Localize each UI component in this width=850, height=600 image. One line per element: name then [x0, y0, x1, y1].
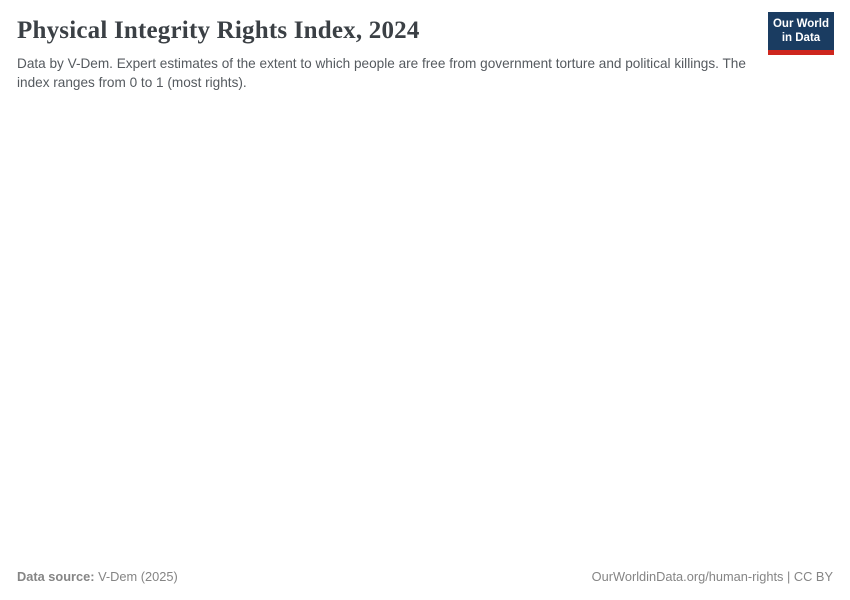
- footer-url-license-link[interactable]: OurWorldinData.org/human-rights | CC BY: [591, 569, 833, 585]
- chart-plot-area-empty: [0, 100, 850, 560]
- owid-logo: Our World in Data: [768, 12, 834, 55]
- data-source-note: Data source: V-Dem (2025): [17, 569, 178, 585]
- chart-header: Physical Integrity Rights Index, 2024 Da…: [0, 0, 850, 92]
- owid-logo-line2: in Data: [781, 31, 821, 44]
- data-source-value: V-Dem (2025): [94, 569, 178, 585]
- owid-logo-accent-bar: [768, 50, 834, 55]
- page-subtitle: Data by V-Dem. Expert estimates of the e…: [17, 56, 746, 90]
- page-title: Physical Integrity Rights Index, 2024: [17, 17, 420, 44]
- owid-logo-box: Our World in Data: [768, 12, 834, 50]
- data-source-label: Data source:: [17, 569, 95, 585]
- owid-logo-line1: Our World: [772, 18, 829, 30]
- chart-footer: Data source: V-Dem (2025) OurWorldinData…: [17, 569, 833, 585]
